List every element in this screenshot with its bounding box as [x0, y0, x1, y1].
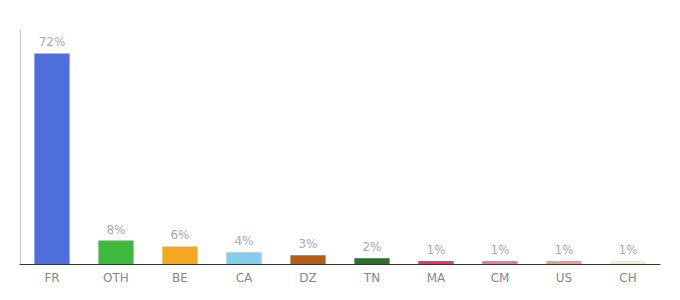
svg-text:2%: 2%: [362, 240, 381, 254]
svg-text:1%: 1%: [618, 243, 637, 257]
svg-text:CH: CH: [619, 271, 636, 285]
svg-text:OTH: OTH: [103, 271, 129, 285]
svg-text:DZ: DZ: [299, 271, 316, 285]
svg-text:MA: MA: [427, 271, 446, 285]
svg-text:1%: 1%: [554, 243, 573, 257]
svg-text:FR: FR: [44, 271, 59, 285]
svg-text:TN: TN: [363, 271, 380, 285]
svg-text:8%: 8%: [106, 223, 125, 237]
svg-text:US: US: [556, 271, 572, 285]
svg-text:CA: CA: [236, 271, 253, 285]
svg-text:6%: 6%: [170, 228, 189, 242]
svg-text:BE: BE: [172, 271, 188, 285]
svg-text:72%: 72%: [39, 35, 66, 49]
svg-text:1%: 1%: [426, 243, 445, 257]
svg-text:3%: 3%: [298, 237, 317, 251]
svg-text:1%: 1%: [490, 243, 509, 257]
svg-text:CM: CM: [491, 271, 510, 285]
svg-text:4%: 4%: [234, 234, 253, 248]
